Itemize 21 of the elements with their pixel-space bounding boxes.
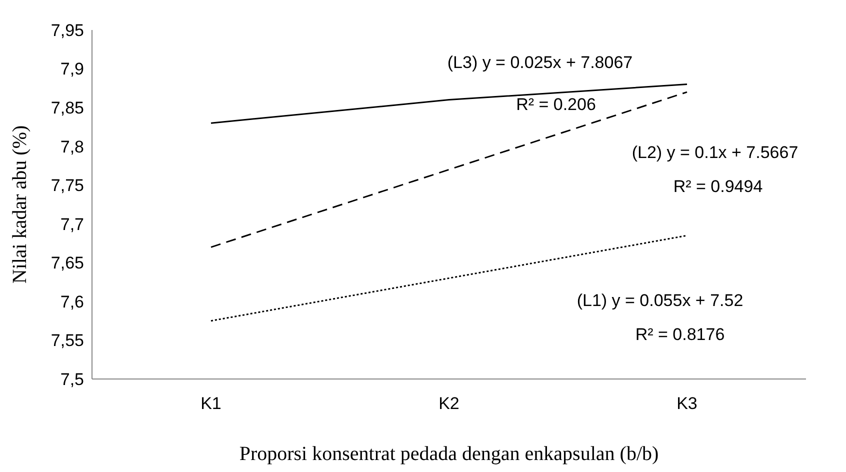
annotation: (L3) y = 0.025x + 7.8067 xyxy=(447,53,633,72)
y-tick-label: 7,9 xyxy=(60,60,84,79)
y-tick-label: 7,7 xyxy=(60,214,84,234)
x-tick-label: K2 xyxy=(438,394,460,413)
annotation: R² = 0.206 xyxy=(516,95,596,114)
annotation: R² = 0.8176 xyxy=(635,325,725,344)
annotation: R² = 0.9494 xyxy=(673,177,763,196)
y-tick-label: 7,65 xyxy=(50,254,84,273)
y-tick-label: 7,55 xyxy=(50,331,84,350)
y-tick-label: 7,85 xyxy=(50,98,84,118)
y-tick-label: 7,5 xyxy=(60,370,84,389)
annotation: (L2) y = 0.1x + 7.5667 xyxy=(632,143,798,162)
x-tick-label: K1 xyxy=(200,394,222,413)
y-tick-label: 7,8 xyxy=(60,137,84,156)
x-tick-label: K3 xyxy=(676,394,698,413)
x-axis-title: Proporsi konsentrat pedada dengan enkapsulan (b/b) xyxy=(239,443,659,465)
y-tick-label: 7,95 xyxy=(50,20,84,40)
y-tick-label: 7,6 xyxy=(60,292,84,312)
y-axis-title: Nilai kadar abu (%) xyxy=(9,125,31,284)
annotation: (L1) y = 0.055x + 7.52 xyxy=(576,291,744,310)
y-tick-label: 7,75 xyxy=(50,176,84,196)
